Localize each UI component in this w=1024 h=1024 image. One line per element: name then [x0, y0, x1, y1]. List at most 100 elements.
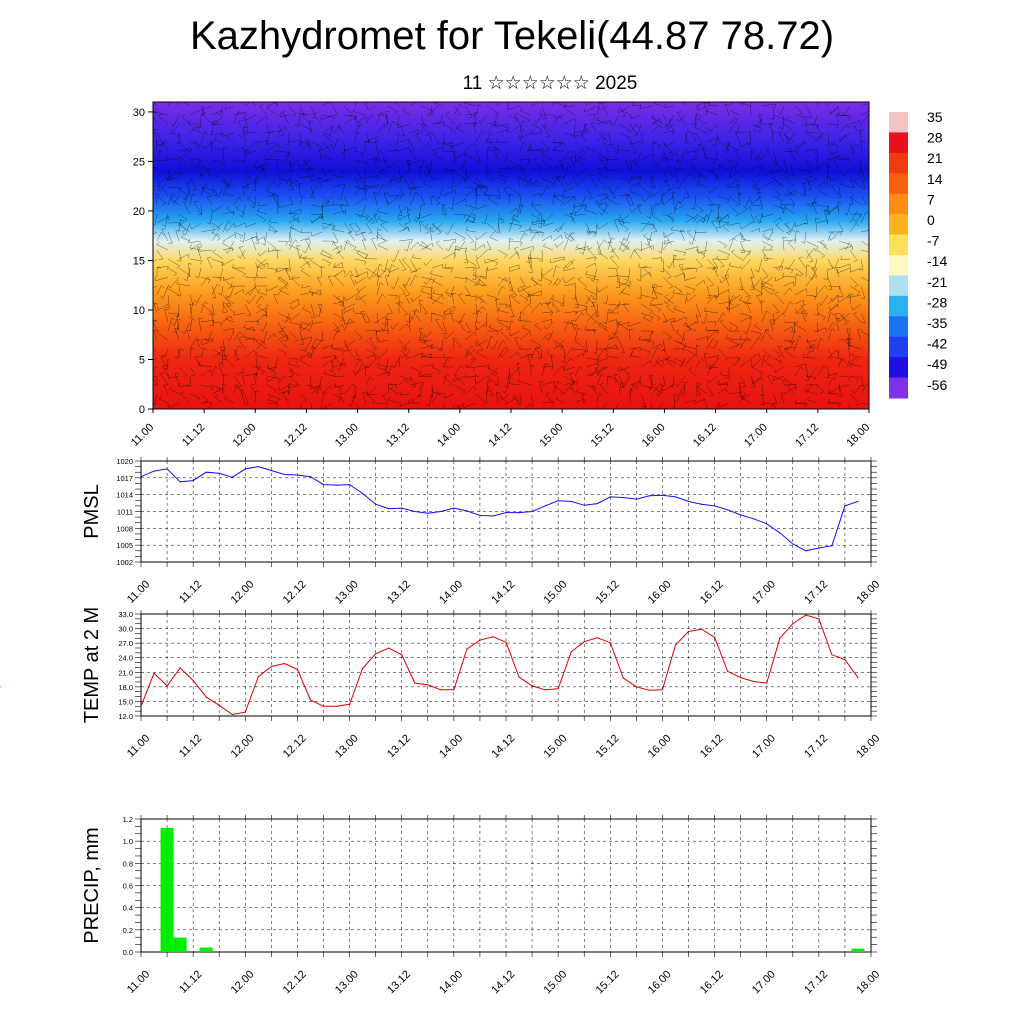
- heatmap-x-label: 11.00: [129, 421, 156, 448]
- data-point: [244, 711, 246, 713]
- data-point: [727, 509, 729, 511]
- data-point: [648, 689, 650, 691]
- x-label: 17.12: [802, 578, 830, 606]
- series-line: [140, 466, 859, 552]
- heatmap-x-label: 12.00: [231, 421, 259, 449]
- data-point: [844, 505, 846, 507]
- data-point: [479, 639, 481, 641]
- data-point: [818, 547, 820, 549]
- colorbar-swatch: [889, 255, 908, 276]
- data-point: [740, 514, 742, 516]
- data-point: [388, 647, 390, 649]
- data-point: [375, 653, 377, 655]
- colorbar-swatch: [889, 275, 908, 297]
- data-point: [296, 668, 299, 670]
- data-point: [544, 505, 546, 507]
- x-label: 12.12: [281, 968, 309, 996]
- data-point: [596, 503, 598, 505]
- data-point: [570, 651, 572, 653]
- data-point: [205, 471, 207, 473]
- x-label: 17.12: [802, 732, 830, 760]
- x-label: 16.00: [646, 578, 674, 606]
- data-point: [179, 481, 181, 483]
- colorbar-label: -7: [927, 233, 940, 249]
- colorbar-label: -35: [927, 315, 947, 331]
- colorbar-label: -21: [927, 274, 947, 290]
- data-point: [283, 473, 285, 476]
- x-label: 15.12: [594, 578, 622, 606]
- y-axis-title: PMSL: [81, 484, 103, 538]
- y-label: 1002: [116, 558, 133, 567]
- colorbar-swatch: [889, 336, 908, 358]
- x-label: 13.00: [333, 968, 361, 996]
- y-label: 0.8: [123, 859, 133, 868]
- x-label: 18.00: [854, 732, 882, 760]
- heatmap-x-label: 17.00: [742, 421, 770, 449]
- data-point: [335, 705, 338, 707]
- data-point: [661, 689, 664, 691]
- precip-bar: [173, 937, 187, 952]
- x-label: 11.00: [125, 968, 152, 995]
- x-label: 12.00: [229, 968, 257, 996]
- heatmap-y-label: 5: [139, 354, 145, 366]
- heatmap-x-label: 14.00: [435, 421, 463, 449]
- x-label: 17.00: [750, 732, 778, 760]
- heatmap-y-label: 10: [133, 305, 145, 317]
- data-point: [805, 614, 807, 616]
- data-point: [375, 503, 377, 505]
- heatmap-y-label: 25: [133, 156, 145, 168]
- data-point: [753, 518, 755, 520]
- y-label: 1014: [116, 491, 133, 500]
- heatmap-x-label: 15.12: [589, 421, 617, 449]
- colorbar-swatch: [889, 193, 908, 215]
- data-point: [218, 472, 220, 474]
- colorbar-label: 21: [927, 150, 943, 166]
- x-label: 12.00: [229, 578, 257, 606]
- heatmap-x-label: 17.12: [793, 421, 821, 449]
- data-point: [362, 492, 364, 495]
- data-point: [844, 659, 846, 661]
- data-point: [453, 507, 455, 509]
- x-label: 14.00: [437, 968, 465, 996]
- x-label: 13.12: [385, 578, 413, 606]
- colorbar-label: 7: [927, 191, 935, 207]
- data-point: [857, 500, 859, 502]
- data-point: [622, 496, 624, 499]
- data-point: [531, 685, 533, 687]
- x-label: 18.00: [854, 578, 882, 606]
- series-line: [140, 614, 859, 716]
- colorbar-label: 28: [927, 130, 943, 146]
- data-point: [153, 672, 155, 674]
- data-point: [779, 532, 781, 534]
- heatmap-x-label: 16.00: [640, 421, 668, 449]
- x-label: 11.12: [177, 732, 204, 759]
- data-point: [140, 476, 142, 478]
- colorbar-label: 35: [927, 109, 943, 125]
- data-point: [557, 500, 559, 502]
- y-label: 21.0: [118, 668, 133, 677]
- data-point: [792, 623, 794, 625]
- y-label: 0.4: [123, 904, 133, 913]
- data-point: [401, 507, 403, 509]
- data-point: [674, 644, 677, 646]
- data-point: [309, 476, 312, 478]
- data-point: [518, 512, 520, 514]
- x-label: 16.12: [698, 578, 726, 606]
- x-label: 12.00: [229, 732, 257, 760]
- data-point: [700, 628, 703, 630]
- heatmap-x-label: 14.12: [486, 421, 514, 449]
- data-point: [831, 654, 833, 656]
- heatmap-y-label: 20: [133, 206, 145, 218]
- data-point: [857, 677, 859, 679]
- y-label: 30.0: [118, 625, 133, 634]
- x-label: 17.00: [750, 578, 778, 606]
- x-label: 17.00: [750, 968, 778, 996]
- data-point: [674, 496, 677, 498]
- colorbar-swatch: [889, 234, 908, 256]
- colorbar-label: -49: [927, 356, 947, 372]
- data-point: [492, 636, 494, 638]
- y-label: 12.0: [118, 712, 133, 721]
- data-point: [635, 686, 637, 688]
- data-point: [713, 636, 716, 638]
- data-point: [427, 512, 429, 514]
